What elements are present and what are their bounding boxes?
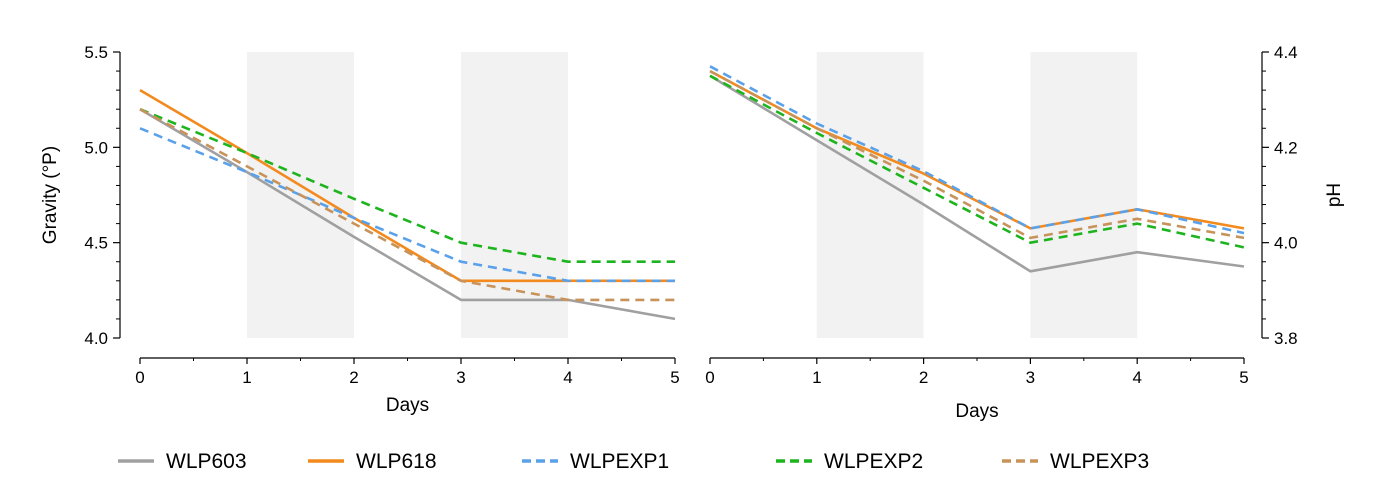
shaded-band: [1030, 52, 1138, 338]
shaded-band: [461, 52, 568, 338]
y-tick-label: 3.8: [1274, 329, 1298, 348]
series-line-wlp603: [709, 74, 1245, 273]
legend-label: WLPEXP3: [1050, 450, 1149, 473]
series-line-wlpexp2: [709, 74, 1245, 249]
legend-item-wlp603: WLP603: [118, 450, 247, 473]
y-tick-label: 5.0: [84, 138, 108, 157]
y-tick-label: 4.4: [1274, 43, 1298, 62]
y-axis-title: pH: [1324, 183, 1345, 207]
legend-label: WLPEXP2: [824, 450, 923, 473]
x-tick-label: 3: [456, 368, 465, 387]
x-axis-title: Days: [955, 401, 998, 422]
x-tick-label: 5: [1239, 368, 1248, 387]
y-tick-label: 4.5: [84, 234, 108, 253]
legend: WLP603 WLP618 WLPEXP1 WLPEXP2 WLPEXP3: [118, 450, 1149, 473]
x-tick-label: 0: [135, 368, 144, 387]
legend-label: WLP618: [356, 450, 437, 473]
series-line-wlpexp2: [139, 107, 675, 264]
series-line-wlpexp1: [139, 127, 675, 283]
legend-item-wlpexp2: WLPEXP2: [776, 450, 923, 473]
y-tick-label: 5.5: [84, 43, 108, 62]
legend-item-wlp618: WLP618: [308, 450, 437, 473]
x-tick-label: 4: [563, 368, 572, 387]
ph-chart-panel: 0 1 2 3 4 5 Days 3.8 4.0 4.2 4.4 pH: [705, 43, 1345, 422]
series-line-wlp603: [139, 108, 676, 321]
x-tick-label: 2: [919, 368, 928, 387]
series-line-wlpexp3: [709, 69, 1245, 240]
x-tick-label: 2: [349, 368, 358, 387]
y-tick-label: 4.0: [84, 329, 108, 348]
y-tick-label: 4.0: [1274, 234, 1298, 253]
series-line-wlpexp1: [709, 65, 1245, 235]
series-line-wlp618: [709, 69, 1245, 230]
x-tick-label: 3: [1026, 368, 1035, 387]
x-tick-label: 1: [812, 368, 821, 387]
x-tick-label: 4: [1132, 368, 1141, 387]
legend-item-wlpexp1: WLPEXP1: [522, 450, 669, 473]
x-tick-label: 0: [705, 368, 714, 387]
x-axis-title: Days: [386, 395, 429, 416]
gravity-chart-panel: 0 1 2 3 4 5 Days 4.0 4.5 5.0 5.5 Gravity (°P): [40, 43, 680, 416]
legend-item-wlpexp3: WLPEXP3: [1002, 450, 1149, 473]
y-axis-title: Gravity (°P): [40, 146, 61, 244]
x-tick-label: 1: [242, 368, 251, 387]
series-line-wlp618: [139, 88, 675, 283]
legend-label: WLP603: [166, 450, 247, 473]
y-tick-label: 4.2: [1274, 138, 1298, 157]
legend-label: WLPEXP1: [570, 450, 669, 473]
series-line-wlpexp3: [139, 108, 675, 302]
x-tick-label: 5: [670, 368, 679, 387]
